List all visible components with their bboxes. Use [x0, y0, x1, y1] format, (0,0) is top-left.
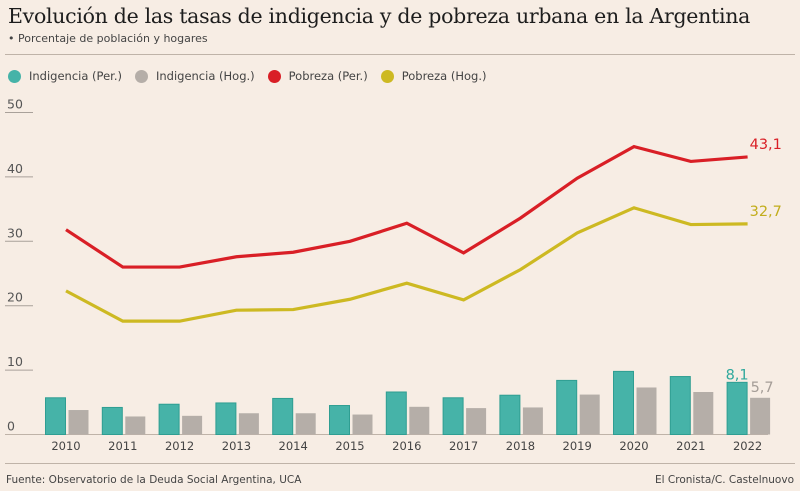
bar-indigencia-per	[385, 391, 407, 436]
y-tick-label: 50	[7, 97, 23, 112]
x-tick-label: 2017	[449, 439, 478, 453]
header-divider	[5, 54, 795, 55]
footer-divider	[5, 463, 795, 464]
legend-swatch-icon	[8, 69, 21, 83]
bar-indigencia-per	[442, 397, 464, 435]
legend-swatch-icon	[134, 69, 148, 83]
legend-swatch-icon	[267, 69, 281, 83]
line-pobreza-per	[65, 144, 748, 269]
bar-indigencia-per	[101, 406, 123, 435]
x-tick-label: 2018	[506, 439, 535, 453]
x-tick-label: 2014	[279, 439, 308, 453]
bar-indigencia-per	[726, 381, 748, 435]
data-label: 5,7	[751, 380, 774, 396]
source-note: Fuente: Observatorio de la Deuda Social …	[6, 474, 302, 486]
bar-indigencia-hog	[238, 413, 259, 435]
legend-label: Indigencia (Hog.)	[155, 69, 255, 83]
legend: Indigencia (Per.) Indigencia (Hog.) Pobr…	[8, 69, 499, 83]
bar-indigencia-hog	[750, 397, 771, 435]
x-tick-label: 2011	[108, 439, 137, 453]
bar-indigencia-per	[45, 397, 66, 435]
y-tick-label: 20	[7, 290, 23, 305]
line-pobreza-hog	[65, 206, 748, 323]
x-tick-label: 2010	[51, 439, 80, 453]
y-tick-label: 10	[7, 354, 23, 369]
x-tick-label: 2019	[563, 439, 592, 453]
bar-indigencia-per	[669, 376, 691, 436]
x-tick-label: 2013	[222, 439, 251, 453]
bar-indigencia-hog	[522, 407, 543, 435]
y-tick-label: 0	[7, 419, 15, 434]
bar-indigencia-hog	[182, 415, 203, 435]
bar-indigencia-hog	[409, 406, 430, 435]
legend-label: Indigencia (Per.)	[29, 69, 122, 83]
data-label: 8,1	[726, 367, 749, 383]
legend-item-indigencia-per: Indigencia (Per.)	[8, 69, 122, 83]
x-tick-label: 2015	[335, 439, 364, 453]
x-tick-label: 2022	[733, 439, 762, 453]
bar-indigencia-hog	[125, 416, 146, 435]
legend-item-pobreza-hog: Pobreza (Hog.)	[380, 69, 487, 83]
bar-indigencia-per	[499, 394, 521, 436]
y-tick-label: 40	[7, 161, 23, 176]
chart-subtitle: • Porcentaje de población y hogares	[8, 32, 208, 45]
data-label: 43,1	[750, 137, 782, 153]
bar-indigencia-hog	[466, 408, 487, 435]
bar-indigencia-hog	[68, 410, 89, 435]
x-tick-label: 2020	[619, 439, 648, 453]
bar-indigencia-per	[329, 405, 350, 435]
bar-indigencia-hog	[636, 387, 657, 435]
bar-indigencia-per	[556, 379, 578, 435]
bar-indigencia-per	[272, 397, 294, 436]
bar-indigencia-hog	[579, 394, 600, 435]
bar-indigencia-per	[613, 370, 634, 435]
bar-indigencia-per	[158, 403, 180, 435]
legend-item-indigencia-hog: Indigencia (Hog.)	[134, 69, 255, 83]
x-tick-label: 2021	[676, 439, 705, 453]
legend-label: Pobreza (Hog.)	[401, 69, 487, 83]
legend-swatch-icon	[380, 69, 394, 83]
bar-indigencia-hog	[295, 413, 316, 435]
bar-indigencia-hog	[693, 391, 714, 435]
bar-indigencia-hog	[352, 414, 373, 435]
x-tick-label: 2016	[392, 439, 421, 453]
x-tick-label: 2012	[165, 439, 194, 453]
y-tick-label: 30	[7, 225, 23, 240]
legend-item-pobreza-per: Pobreza (Per.)	[267, 69, 368, 83]
data-label: 32,7	[750, 204, 782, 220]
credit-note: El Cronista/C. Castelnuovo	[655, 474, 794, 486]
bar-indigencia-per	[215, 402, 237, 435]
legend-label: Pobreza (Per.)	[288, 69, 368, 83]
chart-title: Evolución de las tasas de indigencia y d…	[8, 4, 751, 28]
